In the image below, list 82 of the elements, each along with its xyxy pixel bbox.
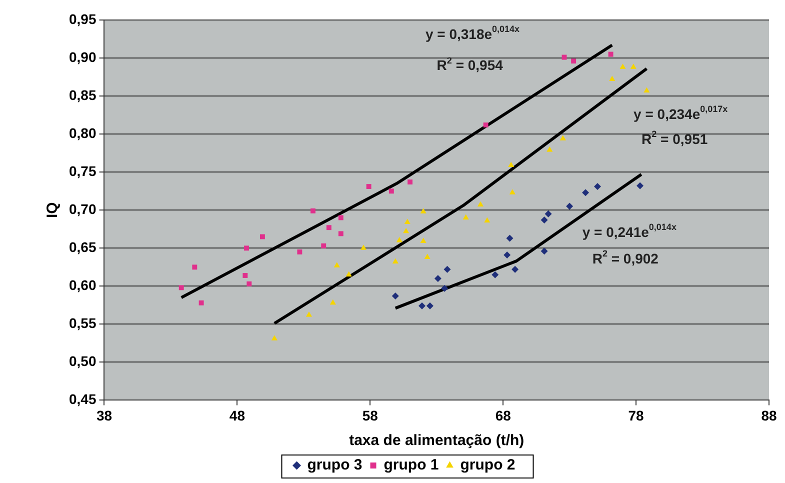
point — [334, 262, 340, 268]
point — [504, 251, 511, 258]
point — [477, 201, 484, 207]
point — [620, 64, 626, 69]
point — [321, 243, 326, 248]
point — [246, 281, 252, 286]
point — [609, 76, 616, 82]
point — [297, 249, 302, 254]
point — [434, 275, 442, 282]
point — [506, 234, 514, 242]
point — [644, 87, 650, 92]
y-tick-label: 0,55 — [69, 315, 96, 332]
y-tick-label: 0,75 — [69, 162, 96, 179]
point — [418, 302, 426, 310]
point — [260, 234, 265, 240]
point — [594, 183, 601, 190]
x-tick-label: 88 — [761, 407, 777, 424]
point — [462, 214, 469, 220]
point — [198, 300, 204, 306]
point — [509, 189, 516, 194]
point — [326, 225, 332, 230]
point — [508, 162, 514, 167]
y-tick-label: 0,65 — [69, 238, 96, 255]
point — [330, 299, 336, 305]
point — [444, 266, 451, 273]
point — [483, 122, 488, 128]
point — [424, 254, 430, 259]
y-tick-label: 0,80 — [69, 124, 96, 141]
y-axis-title: IQ — [44, 202, 62, 218]
point — [366, 184, 372, 190]
point — [408, 179, 413, 184]
point — [441, 284, 448, 292]
point — [192, 264, 198, 270]
point — [392, 292, 399, 300]
point — [178, 285, 184, 290]
point — [306, 312, 312, 317]
x-tick-label: 48 — [229, 407, 246, 424]
x-tick-label: 38 — [96, 407, 112, 424]
legend-label: grupo 1 — [384, 456, 439, 474]
point — [426, 302, 434, 310]
point — [636, 182, 644, 190]
point — [571, 58, 576, 64]
point — [271, 335, 278, 340]
point — [338, 215, 344, 220]
point — [244, 246, 249, 251]
point — [512, 266, 519, 273]
x-tick-label: 58 — [362, 407, 378, 424]
x-tick-label: 68 — [495, 407, 512, 424]
point — [420, 208, 426, 214]
point — [546, 146, 553, 152]
y-tick-label: 0,45 — [69, 391, 96, 408]
y-tick-label: 0,90 — [69, 48, 96, 65]
y-tick-label: 0,60 — [69, 277, 96, 293]
point — [560, 135, 566, 140]
point — [484, 217, 490, 222]
point — [338, 231, 344, 236]
point — [492, 271, 499, 278]
point — [566, 202, 574, 210]
point — [392, 258, 398, 264]
point — [630, 64, 636, 69]
y-tick-label: 0,95 — [69, 10, 96, 27]
point — [540, 248, 548, 255]
point — [420, 238, 426, 244]
point — [310, 208, 316, 214]
legend-label: grupo 2 — [460, 456, 516, 474]
point — [396, 237, 402, 242]
point — [540, 216, 548, 224]
point — [242, 273, 248, 278]
y-tick-label: 0,85 — [69, 86, 96, 103]
point — [608, 52, 614, 57]
x-axis-title: taxa de alimentação (t/h) — [349, 432, 524, 450]
point — [403, 228, 410, 234]
point — [346, 271, 352, 276]
y-tick-label: 0,70 — [69, 200, 96, 217]
point — [404, 218, 410, 224]
point — [388, 188, 394, 194]
point — [544, 210, 552, 218]
x-tick-label: 78 — [628, 407, 644, 424]
y-tick-label: 0,50 — [69, 353, 96, 370]
point — [360, 244, 367, 250]
point — [582, 189, 590, 196]
legend-label: grupo 3 — [307, 456, 362, 474]
